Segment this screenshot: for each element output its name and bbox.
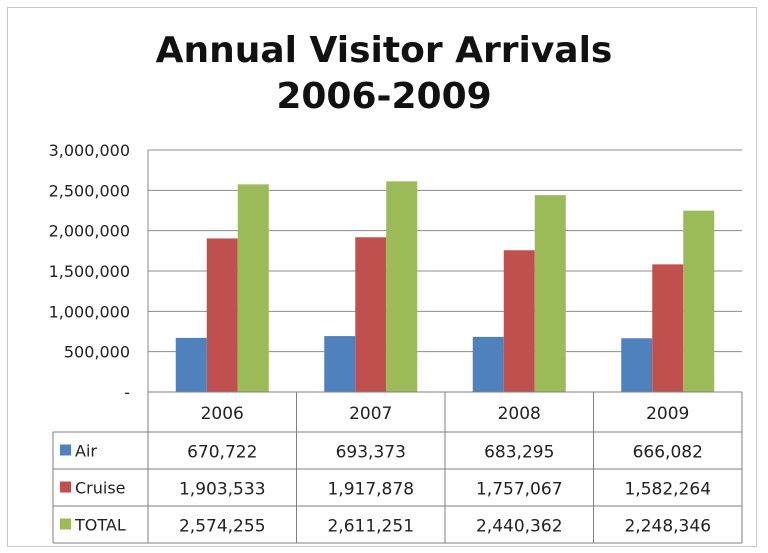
y-tick-label: -: [124, 383, 130, 402]
bar-total-2009: [683, 210, 715, 392]
legend-swatch-air: [60, 444, 71, 456]
bar-air-2008: [472, 336, 504, 392]
data-label: 683,295: [484, 443, 554, 463]
legend-label: TOTAL: [74, 516, 126, 535]
bar-air-2006: [175, 337, 207, 392]
chart-title: Annual Visitor Arrivals: [155, 30, 613, 71]
data-label: 1,582,264: [624, 480, 711, 500]
y-tick-label: 1,500,000: [49, 262, 130, 281]
bar-total-2008: [534, 195, 566, 392]
legend-label: Air: [75, 442, 97, 461]
data-label: 1,917,878: [327, 480, 414, 500]
chart-subtitle: 2006-2009: [276, 76, 492, 117]
legend-swatch-cruise: [60, 481, 71, 493]
data-label: 1,757,067: [476, 480, 563, 500]
bar-air-2007: [324, 336, 356, 392]
data-label: 2,574,255: [179, 517, 266, 537]
legend-swatch-total: [60, 518, 71, 530]
category-label: 2009: [646, 404, 689, 424]
bar-cruise-2009: [652, 264, 684, 392]
data-label: 666,082: [633, 443, 703, 463]
category-label: 2008: [498, 404, 541, 424]
bar-total-2007: [386, 181, 418, 392]
bar-cruise-2007: [355, 237, 387, 392]
y-tick-label: 3,000,000: [49, 141, 130, 160]
bar-cruise-2008: [503, 250, 535, 392]
chart-title-block: Annual Visitor Arrivals 2006-2009: [0, 28, 768, 120]
y-tick-label: 2,000,000: [49, 222, 130, 241]
bar-cruise-2006: [206, 238, 238, 392]
bar-air-2009: [621, 338, 653, 392]
data-label: 670,722: [187, 443, 257, 463]
data-label: 2,611,251: [327, 517, 414, 537]
y-tick-label: 1,000,000: [49, 302, 130, 321]
bar-total-2006: [237, 184, 269, 392]
data-label: 1,903,533: [179, 480, 266, 500]
data-label: 2,248,346: [624, 517, 711, 537]
category-label: 2007: [349, 404, 392, 424]
y-tick-label: 500,000: [64, 343, 130, 362]
y-tick-label: 2,500,000: [49, 181, 130, 200]
data-label: 693,373: [336, 443, 406, 463]
legend-label: Cruise: [75, 479, 126, 498]
category-label: 2006: [201, 404, 244, 424]
data-label: 2,440,362: [476, 517, 563, 537]
